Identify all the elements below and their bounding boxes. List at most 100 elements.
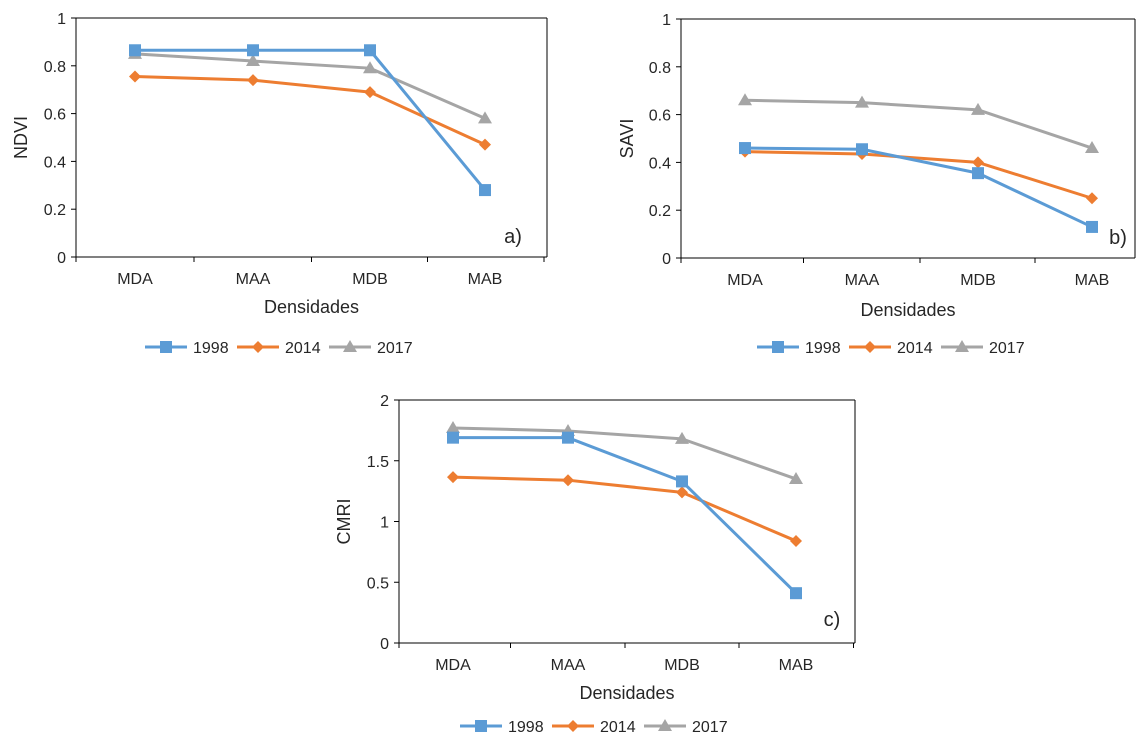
y-tick-label: 1.5 bbox=[367, 454, 389, 471]
series-line-1998 bbox=[453, 436, 798, 595]
series-1998 bbox=[129, 44, 491, 197]
y-tick-label: 0.6 bbox=[44, 107, 66, 124]
data-point-1998 bbox=[129, 44, 141, 57]
legend: 1998 2014 2017 bbox=[757, 340, 1025, 357]
series-line-1998 bbox=[744, 146, 1093, 229]
y-tick-label: 0.8 bbox=[44, 59, 66, 76]
series-2014 bbox=[739, 145, 1098, 205]
y-tick-label: 0.4 bbox=[649, 155, 671, 172]
series-1998 bbox=[447, 431, 802, 600]
x-tick-label: MDB bbox=[960, 272, 996, 289]
y-tick-label: 1 bbox=[57, 11, 66, 28]
x-tick-label: MAA bbox=[551, 657, 586, 674]
y-tick-label: 0 bbox=[662, 251, 671, 268]
y-axis-title: SAVI bbox=[617, 119, 637, 159]
y-tick-label: 0.8 bbox=[649, 60, 671, 77]
x-axis-title: Densidades bbox=[264, 297, 359, 317]
x-tick-label: MAB bbox=[1075, 272, 1110, 289]
legend: 1998 2014 2017 bbox=[460, 719, 728, 736]
data-point-2014 bbox=[790, 534, 802, 547]
x-tick-label: MDA bbox=[117, 271, 153, 288]
x-tick-label: MDA bbox=[435, 657, 471, 674]
data-point-1998 bbox=[972, 167, 984, 180]
series-2017 bbox=[446, 420, 803, 484]
legend-marker-1998 bbox=[475, 720, 487, 732]
data-point-2014 bbox=[1086, 192, 1098, 205]
series-2014 bbox=[447, 471, 802, 547]
x-tick-label: MAA bbox=[845, 272, 880, 289]
data-point-2017 bbox=[363, 61, 377, 74]
legend-label: 2014 bbox=[600, 719, 636, 736]
y-tick-label: 0.5 bbox=[367, 575, 389, 592]
y-tick-label: 2 bbox=[380, 393, 389, 410]
data-point-2017 bbox=[855, 95, 869, 108]
data-point-2017 bbox=[789, 471, 803, 484]
data-point-1998 bbox=[447, 431, 459, 444]
x-tick-label: MDB bbox=[352, 271, 388, 288]
legend-marker-2017 bbox=[343, 340, 357, 352]
chart-panel-c: 0 0.5 1 1.5 2 MDA MAA MDB MAB Densidades CMRI c) 199… bbox=[334, 393, 856, 736]
data-point-2017 bbox=[738, 93, 752, 106]
y-tick-label: 0.6 bbox=[649, 108, 671, 125]
data-point-1998 bbox=[1086, 220, 1098, 233]
series-2014 bbox=[129, 70, 491, 151]
x-tick-label: MDB bbox=[664, 657, 700, 674]
legend-marker-2014 bbox=[252, 341, 264, 353]
series-line-1998 bbox=[135, 48, 487, 192]
data-point-1998 bbox=[562, 431, 574, 444]
y-tick-label: 0 bbox=[380, 636, 389, 653]
data-point-2014 bbox=[447, 471, 459, 484]
legend-marker-2017 bbox=[955, 340, 969, 352]
y-tick-label: 0 bbox=[57, 250, 66, 267]
series-line-2014 bbox=[134, 75, 486, 147]
data-point-2017 bbox=[446, 420, 460, 433]
data-point-2017 bbox=[1085, 141, 1099, 154]
x-tick-label: MAB bbox=[468, 271, 503, 288]
data-point-1998 bbox=[364, 44, 376, 57]
data-point-1998 bbox=[790, 587, 802, 600]
legend-label: 2014 bbox=[285, 340, 321, 357]
data-point-2014 bbox=[479, 138, 491, 151]
data-point-2014 bbox=[676, 486, 688, 499]
legend-marker-1998 bbox=[160, 341, 172, 353]
data-point-2017 bbox=[675, 431, 689, 444]
legend-label: 2017 bbox=[692, 719, 728, 736]
data-point-2017 bbox=[971, 102, 985, 115]
data-point-2014 bbox=[129, 70, 141, 83]
legend-label: 2014 bbox=[897, 340, 933, 357]
axes bbox=[71, 17, 548, 262]
x-tick-label: MAA bbox=[236, 271, 271, 288]
series-line-2017 bbox=[134, 52, 486, 120]
data-point-2017 bbox=[246, 54, 260, 67]
x-axis-title: Densidades bbox=[860, 300, 955, 320]
y-tick-label: 0.4 bbox=[44, 154, 66, 171]
legend-marker-2017 bbox=[658, 719, 672, 731]
series-line-2014 bbox=[744, 150, 1093, 200]
legend-label: 1998 bbox=[193, 340, 229, 357]
y-tick-label: 1 bbox=[662, 12, 671, 29]
legend-label: 1998 bbox=[805, 340, 841, 357]
data-point-1998 bbox=[479, 184, 491, 197]
chart-panel-b: 0 0.2 0.4 0.6 0.8 1 MDA MAA MDB MAB Densidades SAVI… bbox=[617, 12, 1136, 357]
y-tick-label: 0.2 bbox=[44, 202, 66, 219]
legend-marker-1998 bbox=[772, 341, 784, 353]
data-point-1998 bbox=[676, 475, 688, 488]
data-point-2014 bbox=[562, 474, 574, 487]
x-axis-title: Densidades bbox=[579, 683, 674, 703]
data-point-2014 bbox=[972, 156, 984, 169]
panel-label: b) bbox=[1109, 227, 1127, 249]
panel-label: c) bbox=[824, 609, 841, 631]
data-point-1998 bbox=[247, 44, 259, 57]
legend-marker-2014 bbox=[864, 341, 876, 353]
series-line-2014 bbox=[452, 475, 797, 543]
chart-panel-a: 0 0.2 0.4 0.6 0.8 1 MDA MAA MDB MAB Densidades NDVI… bbox=[11, 11, 548, 357]
axes bbox=[676, 18, 1136, 263]
data-point-2014 bbox=[364, 86, 376, 99]
x-tick-label: MDA bbox=[727, 272, 763, 289]
data-point-1998 bbox=[856, 143, 868, 156]
legend-label: 2017 bbox=[989, 340, 1025, 357]
panel-label: a) bbox=[504, 226, 522, 248]
legend-marker-2014 bbox=[567, 720, 579, 732]
